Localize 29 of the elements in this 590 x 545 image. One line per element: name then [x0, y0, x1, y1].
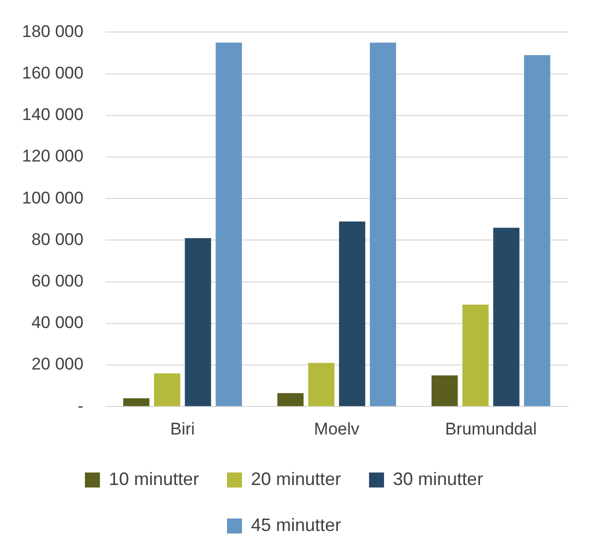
legend-label: 20 minutter	[250, 468, 342, 489]
y-tick-label: 160 000	[22, 63, 84, 82]
x-tick-label: Moelv	[314, 419, 360, 438]
x-tick-label: Biri	[170, 419, 195, 438]
y-tick-label: 60 000	[31, 271, 84, 290]
bar	[432, 375, 458, 406]
bar	[154, 373, 180, 406]
y-tick-label: 80 000	[31, 230, 84, 249]
bar	[370, 42, 396, 406]
y-tick-label: 20 000	[31, 354, 84, 374]
bar	[462, 304, 489, 406]
bar	[123, 398, 150, 406]
y-tick-label: 40 000	[31, 313, 84, 332]
x-tick-label: Brumunddal	[445, 419, 537, 438]
bar	[493, 228, 520, 406]
bar	[524, 55, 550, 406]
legend-label: 45 minutter	[250, 514, 342, 535]
legend-label: 10 minutter	[108, 468, 199, 489]
bar	[308, 362, 334, 406]
bar	[277, 393, 304, 406]
bar	[216, 42, 242, 406]
y-tick-label: 120 000	[22, 146, 84, 166]
legend-label: 30 minutter	[393, 468, 484, 489]
y-tick-label: 140 000	[22, 105, 84, 124]
y-tick-label: 180 000	[22, 22, 84, 41]
y-tick-label: 100 000	[22, 188, 84, 208]
bar	[184, 238, 212, 406]
y-tick-label: -	[78, 396, 84, 416]
bar	[339, 221, 366, 406]
